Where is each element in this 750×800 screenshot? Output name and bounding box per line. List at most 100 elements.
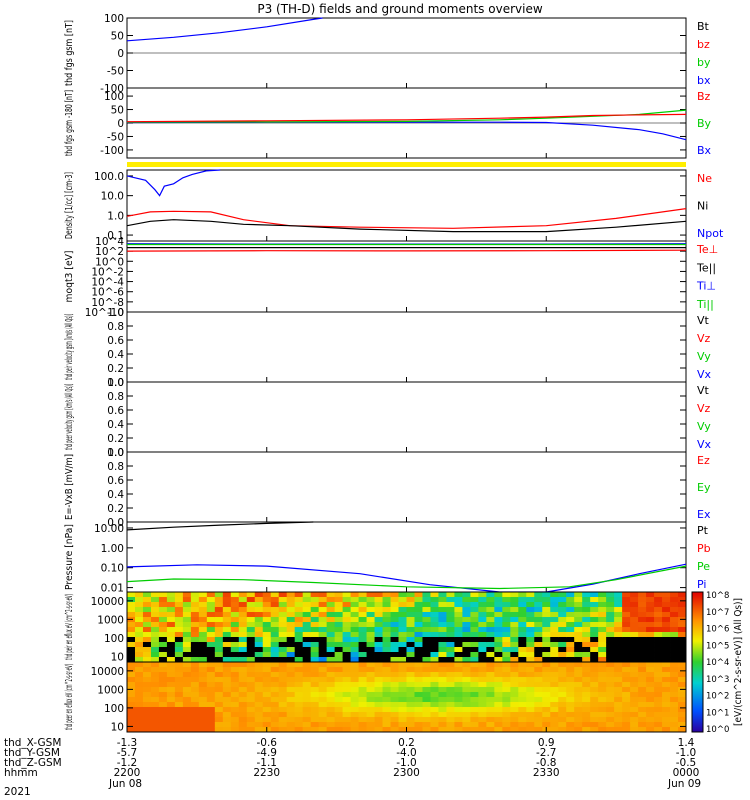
spectrogram-cell: [342, 667, 351, 673]
spectrogram-cell: [142, 712, 152, 718]
spectrogram-cell: [414, 677, 423, 683]
spectrogram-cell: [382, 727, 391, 733]
spectrogram-cell: [158, 727, 168, 733]
spectrogram-cell: [230, 627, 240, 633]
spectrogram-cell: [646, 722, 655, 728]
spectrogram-cell: [638, 627, 647, 633]
spectrogram-cell: [222, 702, 232, 708]
spectrogram-cell: [190, 652, 200, 658]
spectrogram-cell: [646, 647, 655, 653]
spectrogram-cell: [558, 627, 567, 633]
spectrogram-cell: [566, 647, 575, 653]
spectrogram-cell: [654, 607, 663, 613]
spectrogram-cell: [278, 647, 288, 653]
spectrogram-cell: [198, 697, 208, 703]
spectrogram-cell: [214, 617, 224, 623]
spectrogram-cell: [454, 667, 463, 673]
spectrogram-cell: [246, 637, 256, 643]
spectrogram-cell: [262, 642, 272, 648]
spectrogram-cell: [526, 662, 535, 668]
spectrogram-cell: [502, 637, 511, 643]
spectrogram-cell: [222, 597, 232, 603]
spectrogram-cell: [534, 592, 543, 598]
spectrogram-cell: [278, 657, 288, 663]
spectrogram-cell: [262, 682, 272, 688]
spectrogram-cell: [502, 682, 511, 688]
spectrogram-cell: [278, 602, 288, 608]
legend-ne: Ne: [697, 172, 712, 185]
spectrogram-cell: [558, 692, 567, 698]
spectrogram-cell: [286, 717, 296, 723]
spectrogram-cell: [246, 627, 256, 633]
spectrogram-cell: [254, 687, 264, 693]
spectrogram-cell: [526, 622, 535, 628]
spectrogram-cell: [566, 687, 575, 693]
spectrogram-cell: [342, 592, 351, 598]
spectrogram-cell: [382, 662, 391, 668]
spectrogram-cell: [142, 647, 152, 653]
panel-4: 10^410^210^010^-210^-410^-610^-810^-10mo…: [64, 236, 718, 319]
spectrogram-cell: [478, 662, 487, 668]
spectrogram-cell: [414, 667, 423, 673]
spectrogram-cell: [206, 662, 216, 668]
spectrogram-cell: [598, 647, 607, 653]
y-tick-label: 0.10: [101, 563, 124, 575]
spectrogram-cell: [670, 647, 679, 653]
spectrogram-cell: [214, 597, 224, 603]
spectrogram-cell: [318, 672, 328, 678]
spectrogram-cell: [358, 672, 367, 678]
spectrogram-cell: [262, 697, 272, 703]
spectrogram-cell: [550, 607, 559, 613]
spectrogram-cell: [534, 642, 543, 648]
spectrogram-cell: [622, 617, 631, 623]
spectrogram-cell: [638, 712, 647, 718]
spectrogram-cell: [366, 707, 375, 713]
spectrogram-cell: [254, 597, 264, 603]
y-tick-label: 1.0: [107, 307, 124, 319]
spectrogram-cell: [582, 637, 591, 643]
spectrogram-cell: [662, 697, 671, 703]
spectrogram-cell: [430, 672, 439, 678]
spectrogram-cell: [462, 727, 471, 733]
spectrogram-cell: [230, 712, 240, 718]
spectrogram-cell: [502, 607, 511, 613]
spectrogram-cell: [390, 722, 399, 728]
spectrogram-cell: [518, 662, 527, 668]
spectrogram-cell: [206, 627, 216, 633]
spectrogram-cell: [606, 697, 615, 703]
spectrogram-cell: [294, 612, 304, 618]
spectrogram-cell: [174, 602, 184, 608]
spectrogram-cell: [638, 727, 647, 733]
spectrogram-cell: [366, 642, 375, 648]
spectrogram-cell: [390, 627, 399, 633]
spectrogram-cell: [254, 652, 264, 658]
spectrogram-cell: [398, 677, 407, 683]
spectrogram-cell: [430, 717, 439, 723]
spectrogram-cell: [462, 602, 471, 608]
spectrogram-cell: [422, 602, 431, 608]
spectrogram-cell: [550, 677, 559, 683]
y-tick-label: 10^2: [95, 246, 124, 258]
spectrogram-cell: [270, 702, 280, 708]
spectrogram-cell: [430, 677, 439, 683]
spectrogram-cell: [630, 662, 639, 668]
legend-vy: Vy: [697, 350, 711, 363]
spectrogram-cell: [406, 592, 415, 598]
spectrogram-cell: [574, 612, 583, 618]
spectrogram-cell: [238, 647, 248, 653]
spectrogram-cell: [574, 662, 583, 668]
spectrogram-cell: [430, 722, 439, 728]
y-axis-label: thd peir velocity gsm [km/s (All Qs)]: [64, 314, 75, 380]
spectrogram-cell: [302, 657, 312, 663]
spectrogram-cell: [334, 687, 344, 693]
spectrogram-cell: [182, 647, 192, 653]
y-tick-label: 0.0: [107, 377, 124, 389]
spectrogram-cell: [590, 727, 599, 733]
spectrogram-cell: [486, 717, 495, 723]
spectrogram-cell: [166, 687, 176, 693]
spectrogram-cell: [374, 727, 383, 733]
spectrogram-cell: [262, 687, 272, 693]
spectrogram-cell: [134, 687, 144, 693]
spectrogram-cell: [462, 642, 471, 648]
